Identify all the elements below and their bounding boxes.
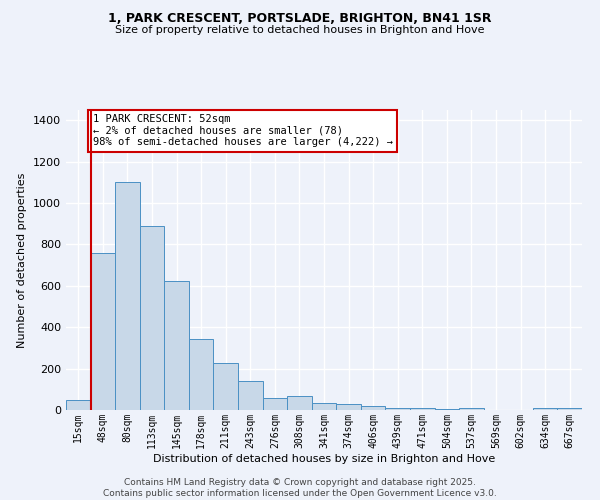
Bar [533,408,557,410]
Bar [263,398,287,410]
Bar [312,403,336,410]
Text: Contains HM Land Registry data © Crown copyright and database right 2025.
Contai: Contains HM Land Registry data © Crown c… [103,478,497,498]
Bar [164,280,189,410]
X-axis label: Distribution of detached houses by size in Brighton and Hove: Distribution of detached houses by size … [153,454,495,464]
Text: Size of property relative to detached houses in Brighton and Hove: Size of property relative to detached ho… [115,25,485,35]
Bar [385,408,410,410]
Text: 1 PARK CRESCENT: 52sqm
← 2% of detached houses are smaller (78)
98% of semi-deta: 1 PARK CRESCENT: 52sqm ← 2% of detached … [92,114,392,148]
Bar [459,408,484,410]
Bar [115,182,140,410]
Y-axis label: Number of detached properties: Number of detached properties [17,172,28,348]
Bar [557,408,582,410]
Bar [91,253,115,410]
Bar [410,408,434,410]
Bar [189,338,214,410]
Bar [361,406,385,410]
Bar [66,400,91,410]
Text: 1, PARK CRESCENT, PORTSLADE, BRIGHTON, BN41 1SR: 1, PARK CRESCENT, PORTSLADE, BRIGHTON, B… [108,12,492,26]
Bar [336,404,361,410]
Bar [214,363,238,410]
Bar [238,382,263,410]
Bar [140,226,164,410]
Bar [287,396,312,410]
